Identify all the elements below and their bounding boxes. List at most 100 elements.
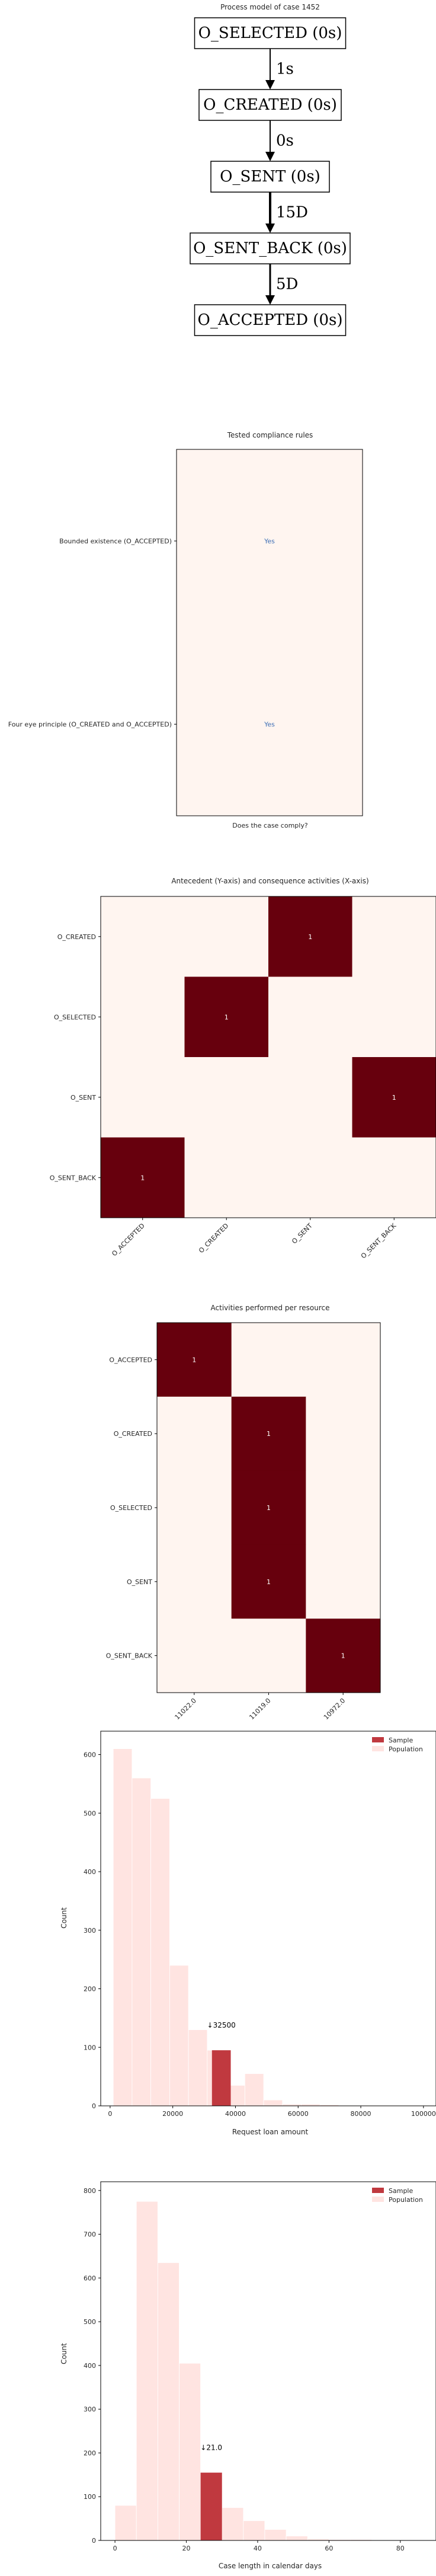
case-length-ytick-label: 700 [84,2231,96,2239]
loan-amount-ytick-label: 600 [84,1751,96,1759]
antecedent-row-label: O_SENT [70,1094,96,1102]
antecedent-cell-value: 1 [140,1174,145,1182]
resources-cell [157,1544,232,1619]
case-length-xtick-label: 0 [113,2545,117,2552]
resources-column-label: 11019.0 [248,1697,272,1719]
resources-cell-value: 1 [267,1504,271,1512]
antecedent-cell [268,977,352,1058]
loan-amount-xlabel: Request loan amount [232,2128,309,2136]
compliance-plot-area [177,449,363,816]
resources-row-label: O_ACCEPTED [109,1356,152,1364]
antecedent-title: Antecedent (Y-axis) and consequence acti… [171,877,368,885]
case-length-sample-annotation: ↓21.0 [200,2444,222,2452]
case-length-ytick-label: 800 [84,2187,96,2195]
antecedent-cell [185,1057,269,1138]
loan-amount-ylabel: Count [60,1907,68,1929]
case-length-xtick-label: 60 [325,2545,333,2552]
case-length-legend-label: Population [389,2196,423,2204]
process-edge-arrowhead [265,152,275,161]
antecedent-column-label: O_ACCEPTED [110,1222,146,1258]
loan-amount-population-bar [169,1965,188,2106]
antecedent-cell [101,977,185,1058]
case-length-xtick-label: 80 [396,2545,405,2552]
antecedent-cell [352,1138,436,1218]
resources-cell-value: 1 [341,1652,345,1660]
antecedent-column-label: O_CREATED [197,1222,230,1255]
loan-amount-sample-annotation: ↓32500 [207,2021,236,2029]
resources-cell-value: 1 [267,1430,271,1438]
process-node-label: O_SENT (0s) [220,168,320,186]
antecedent-cell [101,896,185,977]
antecedent-cell [185,896,269,977]
loan-amount-legend-label: Sample [389,1737,413,1744]
loan-amount-population-bar [113,1749,132,2106]
process-edge-label: 1s [276,60,294,78]
resources-row-label: O_SENT [127,1578,152,1586]
process-edge-arrowhead [265,224,275,233]
process-model-graph: Process model of case 1452 O_SELECTED (0… [0,0,436,385]
loan-amount-xtick-label: 0 [108,2110,112,2118]
case-length-xtick-label: 20 [182,2545,191,2552]
process-model-title: Process model of case 1452 [220,3,320,11]
case-length-legend-label: Sample [389,2187,413,2195]
antecedent-cell [268,1057,352,1138]
loan-amount-legend-swatch [372,1746,384,1751]
loan-amount-xtick-label: 100000 [411,2110,436,2118]
antecedent-column-label: O_SENT_BACK [360,1221,398,1260]
compliance-panel: Tested compliance rules Bounded existenc… [0,415,436,842]
compliance-heatmap: Tested compliance rules Bounded existenc… [0,415,436,842]
process-node-label: O_CREATED (0s) [203,96,337,114]
loan-amount-legend-label: Population [389,1745,423,1753]
loan-amount-sample-bar [212,2050,231,2106]
case-length-xtick-label: 40 [254,2545,262,2552]
antecedent-cell [352,896,436,977]
case-length-ytick-label: 300 [84,2406,96,2414]
loan-amount-xtick-label: 60000 [288,2110,309,2118]
antecedent-cell [101,1057,185,1138]
compliance-xlabel: Does the case comply? [232,822,308,829]
process-model-panel: Process model of case 1452 O_SELECTED (0… [0,0,436,385]
case-length-ytick-label: 100 [84,2493,96,2501]
case-length-population-bar [243,2521,265,2540]
resources-cell [157,1471,232,1545]
loan-amount-ytick-label: 300 [84,1927,96,1935]
resources-row-label: O_SENT_BACK [106,1652,153,1660]
case-length-population-bar [286,2536,307,2540]
resources-cell-value: 1 [267,1578,271,1586]
loan-amount-population-bar [132,1778,151,2106]
resources-cell [306,1544,380,1619]
antecedent-cell [268,1138,352,1218]
antecedent-row-label: O_CREATED [57,933,96,941]
compliance-cell-value: Yes [264,721,275,729]
process-edge-label: 5D [276,276,298,293]
case-length-legend-swatch [372,2197,384,2202]
process-node-label: O_ACCEPTED (0s) [198,311,343,329]
antecedent-cell-value: 1 [308,933,312,941]
loan-amount-population-bar [151,1799,170,2106]
loan-amount-ytick-label: 500 [84,1809,96,1817]
resources-heatmap: Activities performed per resource 11111O… [0,1292,436,1719]
compliance-row-label: Four eye principle (O_CREATED and O_ACCE… [8,721,172,729]
resources-row-label: O_CREATED [114,1430,152,1438]
resources-cell [306,1323,380,1397]
process-edge-arrowhead [265,80,275,90]
antecedent-cell [185,1138,269,1218]
loan-amount-xtick-label: 40000 [225,2110,246,2118]
loan-amount-population-bar [245,2074,264,2106]
case-length-population-bar [136,2201,158,2540]
case-length-ytick-label: 500 [84,2318,96,2326]
loan-amount-ytick-label: 400 [84,1868,96,1876]
case-length-population-bar [158,2262,179,2540]
antecedent-row-label: O_SENT_BACK [50,1174,97,1182]
loan-amount-ytick-label: 200 [84,1986,96,1993]
case-length-population-bar [222,2508,243,2540]
case-length-ytick-label: 400 [84,2362,96,2370]
case-length-ytick-label: 600 [84,2274,96,2282]
case-length-population-bar [115,2505,136,2540]
antecedent-heatmap: Antecedent (Y-axis) and consequence acti… [0,866,436,1292]
